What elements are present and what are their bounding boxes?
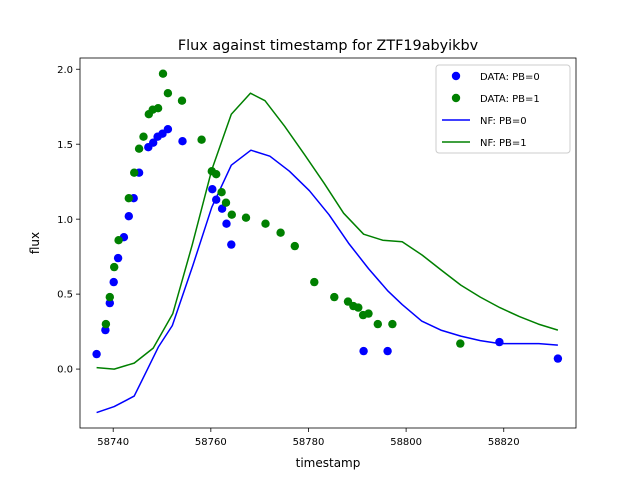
data-point-s1-24 — [310, 277, 319, 287]
data-point-s0-21 — [383, 346, 392, 356]
chart-title: Flux against timestamp for ZTF19abyikbv — [178, 38, 479, 54]
data-point-s0-18 — [222, 219, 231, 228]
data-point-s0-17 — [217, 204, 227, 213]
data-point-s0-15 — [208, 185, 217, 194]
plot-area — [92, 69, 563, 414]
x-axis-label: timestamp — [296, 456, 361, 470]
data-point-s0-0 — [92, 349, 101, 359]
data-point-s1-11 — [158, 69, 168, 78]
x-tick-label: 58760 — [195, 437, 227, 448]
legend-label-1: DATA: PB=1 — [480, 94, 540, 105]
data-point-s1-1 — [105, 292, 115, 302]
legend-marker-0 — [451, 71, 461, 81]
y-tick-label: 0.0 — [57, 365, 73, 376]
data-point-s1-30 — [364, 309, 373, 318]
data-point-s0-16 — [212, 195, 221, 204]
x-tick-label: 58780 — [293, 437, 325, 448]
x-axis: 58740 58760 58780 58800 58820 — [97, 428, 520, 448]
data-point-s1-22 — [276, 228, 285, 237]
y-tick-label: 1.0 — [57, 215, 73, 226]
data-point-s1-14 — [197, 135, 206, 144]
data-point-s1-4 — [124, 194, 133, 203]
data-point-s0-10 — [149, 138, 158, 147]
legend-box — [435, 64, 571, 154]
data-point-s0-23 — [553, 354, 563, 363]
series-line-3 — [96, 92, 559, 370]
data-point-s1-10 — [153, 104, 163, 113]
data-point-s1-12 — [163, 89, 173, 98]
y-tick-label: 2.0 — [57, 65, 73, 76]
data-point-s0-2 — [105, 298, 115, 308]
legend-marker-1 — [451, 93, 461, 103]
data-point-s1-20 — [241, 213, 251, 222]
data-point-s1-17 — [217, 188, 226, 197]
data-point-s1-28 — [354, 303, 363, 312]
legend-label-2: NF: PB=0 — [480, 116, 527, 127]
data-point-s0-3 — [109, 277, 118, 287]
data-point-s1-6 — [134, 144, 144, 153]
y-tick-label: 1.5 — [57, 140, 73, 151]
data-point-s0-4 — [113, 253, 123, 263]
y-tick-label: 0.5 — [57, 290, 73, 301]
data-point-s0-22 — [495, 337, 504, 347]
data-point-s1-25 — [330, 292, 339, 302]
legend: DATA: PB=0 DATA: PB=1 NF: PB=0 NF: PB=1 — [435, 64, 571, 154]
data-point-s1-5 — [130, 168, 139, 177]
data-point-s1-3 — [114, 236, 123, 245]
legend-label-0: DATA: PB=0 — [480, 72, 540, 83]
data-point-s0-14 — [178, 137, 187, 146]
data-point-s0-6 — [124, 212, 133, 221]
data-point-s1-32 — [388, 319, 397, 329]
data-point-s0-1 — [101, 325, 110, 335]
data-point-s1-31 — [373, 319, 382, 329]
data-point-s1-2 — [110, 262, 119, 272]
data-point-s1-18 — [221, 198, 231, 207]
x-tick-label: 58800 — [390, 437, 422, 448]
data-point-s0-13 — [163, 125, 173, 134]
data-point-s1-19 — [227, 210, 236, 219]
data-point-s1-13 — [177, 96, 187, 105]
data-point-s0-19 — [227, 240, 236, 249]
data-point-s1-7 — [139, 132, 148, 141]
y-axis-label: flux — [28, 232, 42, 254]
axes-frame — [79, 57, 577, 429]
data-point-s0-20 — [359, 346, 368, 356]
series-line-2 — [96, 149, 558, 414]
x-tick-label: 58820 — [488, 437, 520, 448]
x-tick-label: 58740 — [97, 437, 129, 448]
data-point-s1-21 — [261, 219, 270, 228]
data-point-s1-23 — [290, 241, 299, 251]
data-point-s1-16 — [212, 170, 221, 179]
y-axis: 0.0 0.5 1.0 1.5 2.0 — [57, 65, 80, 376]
data-point-s1-33 — [456, 339, 465, 348]
legend-label-3: NF: PB=1 — [480, 138, 527, 149]
data-point-s1-0 — [101, 319, 111, 329]
